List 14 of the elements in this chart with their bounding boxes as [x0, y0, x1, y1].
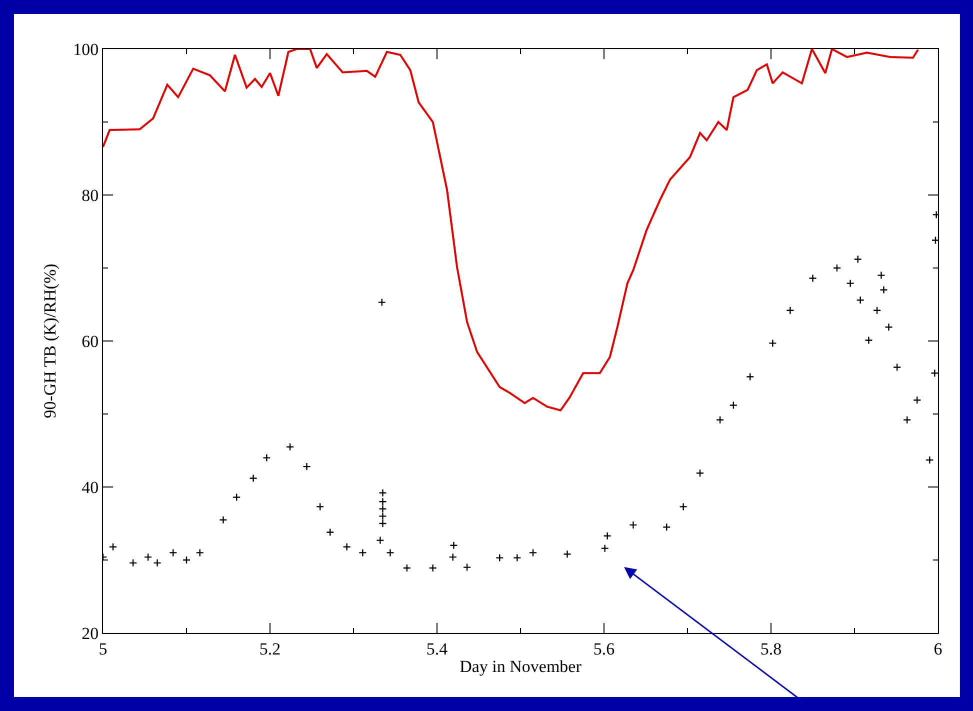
y-tick-label: 40 — [82, 478, 99, 497]
x-tick-label: 5.8 — [760, 639, 782, 658]
y-tick-label: 60 — [82, 332, 99, 351]
x-axis-title: Day in November — [460, 656, 582, 676]
y-tick-label: 80 — [82, 186, 99, 205]
y-tick-label: 100 — [73, 40, 99, 59]
x-tick-label: 6 — [934, 639, 942, 658]
x-tick-label: 5.2 — [259, 639, 281, 658]
line-series — [103, 49, 919, 412]
y-tick-label: 20 — [82, 624, 99, 643]
x-tick-label: 5 — [98, 639, 108, 658]
y-axis-title: 90-GH TB (K)/RH(%) — [40, 264, 60, 418]
x-tick-label: 5.6 — [593, 639, 615, 658]
x-tick-label: 5.4 — [426, 639, 448, 658]
